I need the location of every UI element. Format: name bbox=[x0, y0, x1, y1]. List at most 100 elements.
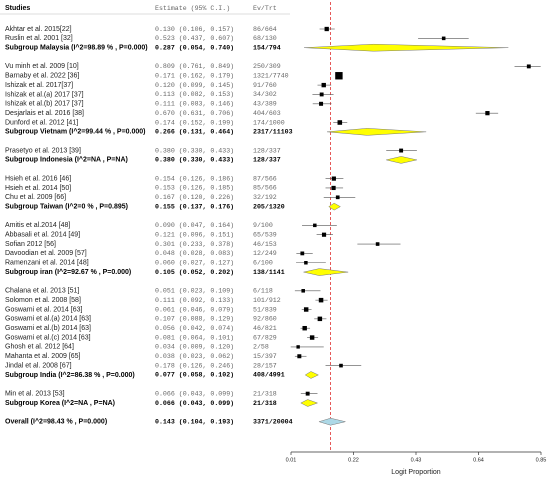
ev-trt-label: 250/309 bbox=[253, 63, 281, 70]
estimate-label: 0.090 (0.047, 0.164) bbox=[155, 222, 234, 229]
study-label: Ishizak et al.(b) 2017 [37] bbox=[5, 101, 84, 108]
estimate-label: 0.380 (0.330, 0.433) bbox=[155, 157, 234, 164]
ev-trt-label: 28/157 bbox=[253, 362, 277, 369]
study-label: Amitis et al.2014 [48] bbox=[5, 222, 70, 229]
ev-trt-label: 2317/11103 bbox=[253, 129, 293, 136]
study-label: Goswami et al. 2014 [63] bbox=[5, 306, 82, 313]
ev-trt-label: 68/130 bbox=[253, 35, 277, 42]
x-tick-label: 0.01 bbox=[286, 457, 297, 463]
estimate-label: 0.670 (0.631, 0.706) bbox=[155, 110, 234, 117]
ev-trt-label: 128/337 bbox=[253, 147, 281, 154]
ev-trt-label: 65/539 bbox=[253, 231, 277, 238]
study-label: Overall (I^2=98.43 % , P=0.000) bbox=[5, 418, 107, 426]
study-label: Subgroup iran (I^2=92.67 % , P=0.000) bbox=[5, 268, 131, 276]
ev-trt-label: 86/664 bbox=[253, 26, 277, 33]
overall-diamond bbox=[318, 417, 346, 426]
x-tick-label: 0.64 bbox=[473, 457, 484, 463]
ev-trt-label: 3371/20004 bbox=[253, 418, 293, 425]
study-marker bbox=[319, 101, 324, 106]
study-label: Subgroup Indonesia (I^2=NA , P=NA) bbox=[5, 156, 128, 164]
ev-trt-label: 92/860 bbox=[253, 316, 277, 323]
subgroup-diamond bbox=[326, 128, 427, 136]
study-label: Goswami et al.(a) 2014 [63] bbox=[5, 316, 91, 323]
study-label: Hsieh et al. 2016 [46] bbox=[5, 175, 71, 182]
study-label: Barnaby et al. 2022 [36] bbox=[5, 73, 79, 80]
ev-trt-label: 6/100 bbox=[253, 260, 273, 267]
study-label: Goswami et al.(b) 2014 [63] bbox=[5, 325, 91, 332]
ev-trt-label: 21/318 bbox=[253, 390, 277, 397]
study-marker bbox=[313, 223, 317, 228]
estimate-label: 0.111 (0.083, 0.146) bbox=[155, 101, 234, 108]
ev-trt-label: 21/318 bbox=[253, 400, 277, 407]
subgroup-diamond bbox=[386, 156, 417, 164]
estimate-label: 0.171 (0.162, 0.179) bbox=[155, 73, 234, 80]
estimate-label: 0.107 (0.088, 0.129) bbox=[155, 316, 234, 323]
estimate-label: 0.266 (0.131, 0.464) bbox=[155, 129, 234, 136]
estimate-label: 0.121 (0.096, 0.151) bbox=[155, 231, 234, 238]
estimate-label: 0.178 (0.126, 0.246) bbox=[155, 362, 234, 369]
ev-trt-label: 46/153 bbox=[253, 241, 277, 248]
study-label: Subgroup Vietnam (I^2=99.44 % , P=0.000) bbox=[5, 128, 146, 136]
study-label: Abbasali et al. 2014 [49] bbox=[5, 232, 80, 239]
ev-trt-label: 87/566 bbox=[253, 175, 277, 182]
study-label: Subgroup Korea (I^2=NA , P=NA) bbox=[5, 399, 115, 407]
estimate-label: 0.809 (0.761, 0.849) bbox=[155, 63, 234, 70]
x-axis-label: Logit Proportion bbox=[391, 469, 441, 476]
estimate-label: 0.056 (0.042, 0.074) bbox=[155, 325, 234, 332]
subgroup-diamond bbox=[304, 371, 319, 379]
study-marker bbox=[302, 325, 307, 331]
ev-trt-label: 205/1320 bbox=[253, 203, 285, 210]
ev-trt-label: 43/389 bbox=[253, 101, 277, 108]
column-header: Ev/Trt bbox=[253, 5, 277, 12]
estimate-label: 0.081 (0.064, 0.101) bbox=[155, 334, 234, 341]
study-label: Subgroup India (I^2=86.38 % , P=0.000) bbox=[5, 371, 135, 379]
estimate-label: 0.287 (0.054, 0.740) bbox=[155, 44, 234, 51]
estimate-label: 0.113 (0.082, 0.153) bbox=[155, 91, 234, 98]
estimate-label: 0.061 (0.046, 0.079) bbox=[155, 306, 234, 313]
study-label: Min et al. 2013 [53] bbox=[5, 390, 65, 397]
study-marker bbox=[324, 26, 329, 32]
study-marker bbox=[339, 363, 343, 368]
ev-trt-label: 32/192 bbox=[253, 194, 277, 201]
ev-trt-label: 138/1141 bbox=[253, 269, 285, 276]
study-label: Dunford et al. 2012 [41] bbox=[5, 119, 78, 126]
ev-trt-label: 6/118 bbox=[253, 288, 273, 295]
study-label: Ramenzani et al. 2014 [48] bbox=[5, 260, 89, 267]
estimate-label: 0.077 (0.058, 0.102) bbox=[155, 372, 234, 379]
ev-trt-label: 9/100 bbox=[253, 222, 273, 229]
estimate-label: 0.174 (0.152, 0.199) bbox=[155, 119, 234, 126]
study-label: Subgroup Taiwan (I^2=0 % , P=0.895) bbox=[5, 202, 128, 210]
estimate-label: 0.038 (0.023, 0.062) bbox=[155, 353, 234, 360]
ev-trt-label: 101/912 bbox=[253, 297, 281, 304]
study-label: Hsieh et al. 2014 [50] bbox=[5, 185, 71, 192]
subgroup-diamond bbox=[304, 43, 509, 52]
study-label: Prasetyo et al. 2013 [39] bbox=[5, 147, 81, 154]
study-label: Subgroup Malaysia (I^2=98.89 % , P=0.000… bbox=[5, 44, 148, 52]
ev-trt-label: 174/1000 bbox=[253, 119, 285, 126]
study-marker bbox=[526, 64, 531, 69]
ev-trt-label: 34/302 bbox=[253, 91, 277, 98]
study-marker bbox=[321, 232, 327, 237]
study-marker bbox=[300, 251, 305, 256]
study-label: Desjarlais et al. 2016 [38] bbox=[5, 110, 84, 117]
ev-trt-label: 67/829 bbox=[253, 334, 277, 341]
study-label: Ghosh et al. 2012 [64] bbox=[5, 344, 74, 351]
study-marker bbox=[296, 345, 300, 349]
estimate-label: 0.111 (0.092, 0.133) bbox=[155, 297, 234, 304]
study-marker bbox=[309, 335, 315, 340]
ev-trt-label: 154/794 bbox=[253, 44, 281, 51]
subgroup-diamond bbox=[300, 399, 319, 407]
ev-trt-label: 85/566 bbox=[253, 185, 277, 192]
study-marker bbox=[304, 261, 308, 265]
study-marker bbox=[441, 36, 446, 41]
estimate-label: 0.130 (0.106, 0.157) bbox=[155, 26, 234, 33]
study-marker bbox=[301, 289, 305, 293]
ev-trt-label: 128/337 bbox=[253, 157, 281, 164]
study-label: Vu minh et al. 2009 [10] bbox=[5, 63, 79, 70]
study-label: Ishizak et al.(a) 2017 [37] bbox=[5, 91, 84, 98]
x-tick-label: 0.22 bbox=[348, 457, 359, 463]
subgroup-diamond bbox=[303, 268, 349, 276]
study-marker bbox=[297, 354, 302, 359]
study-marker bbox=[305, 391, 310, 396]
estimate-label: 0.380 (0.330, 0.433) bbox=[155, 147, 234, 154]
